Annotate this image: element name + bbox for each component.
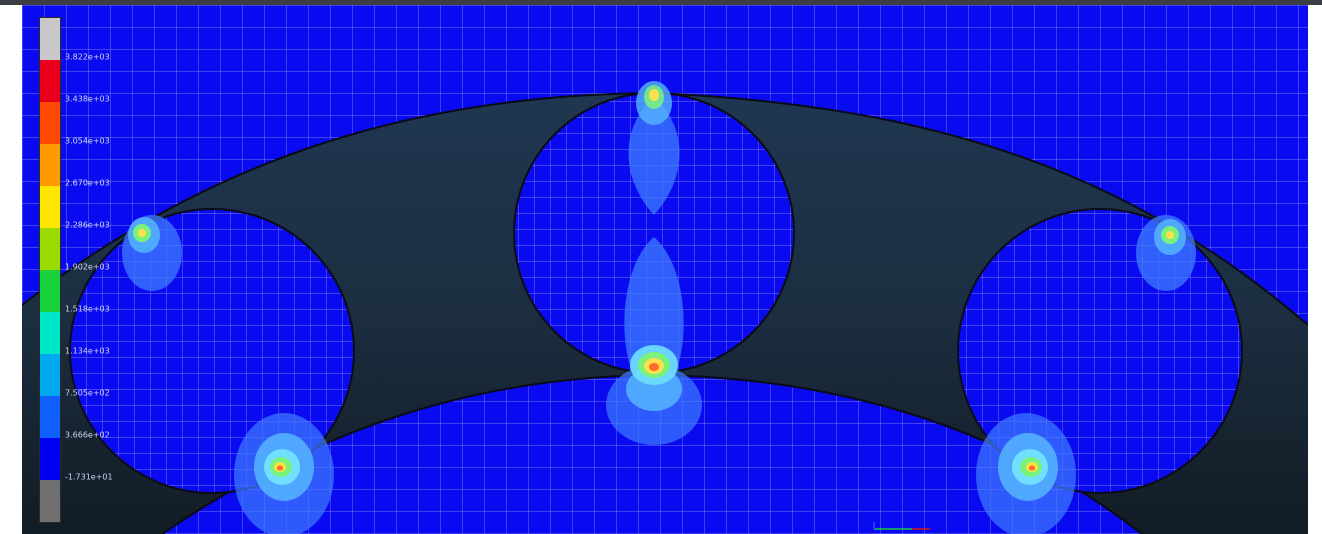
legend-label: 3.438e+03 <box>65 94 110 104</box>
legend-color-swatch <box>40 396 60 438</box>
legend-label: 3.822e+03 <box>65 52 110 62</box>
legend-color-swatch <box>40 60 60 102</box>
legend-color-swatch <box>40 102 60 144</box>
legend-label: 7.505e+02 <box>65 388 110 398</box>
xyz-axis-triad-icon <box>873 522 930 530</box>
legend-label: 1.134e+03 <box>65 346 110 356</box>
legend-label: 2.286e+03 <box>65 220 110 230</box>
legend-color-swatch <box>40 228 60 270</box>
contact-stress-left-lower <box>234 413 334 534</box>
contact-stress-right-upper <box>1136 215 1196 291</box>
window-top-edge <box>0 0 1322 5</box>
legend-label: 3.054e+03 <box>65 136 110 146</box>
contact-stress-bottom-center <box>606 237 702 445</box>
ball-center <box>513 92 795 374</box>
contour-legend: 3.822e+03 3.438e+03 3.054e+03 2.670e+03 … <box>39 17 149 523</box>
legend-color-bar <box>39 17 61 523</box>
contact-stress-left-upper <box>122 215 182 291</box>
legend-label: 2.670e+03 <box>65 178 110 188</box>
legend-label: -1.731e+01 <box>65 472 113 482</box>
legend-color-swatch <box>40 186 60 228</box>
legend-label: 1.518e+03 <box>65 304 110 314</box>
legend-label: 3.666e+02 <box>65 430 110 440</box>
inner-ring <box>161 373 1143 534</box>
legend-color-swatch <box>40 354 60 396</box>
legend-color-swatch <box>40 144 60 186</box>
legend-label: 1.902e+03 <box>65 262 110 272</box>
fea-contour-viewport[interactable]: 3.822e+03 3.438e+03 3.054e+03 2.670e+03 … <box>22 5 1308 534</box>
legend-color-swatch <box>40 480 60 522</box>
legend-color-swatch <box>40 18 60 60</box>
legend-color-swatch <box>40 270 60 312</box>
contact-stress-top-center <box>628 81 680 215</box>
legend-color-swatch <box>40 438 60 480</box>
legend-color-swatch <box>40 312 60 354</box>
bearing-mesh-scene <box>22 5 1308 534</box>
contact-stress-right-lower <box>976 413 1076 534</box>
